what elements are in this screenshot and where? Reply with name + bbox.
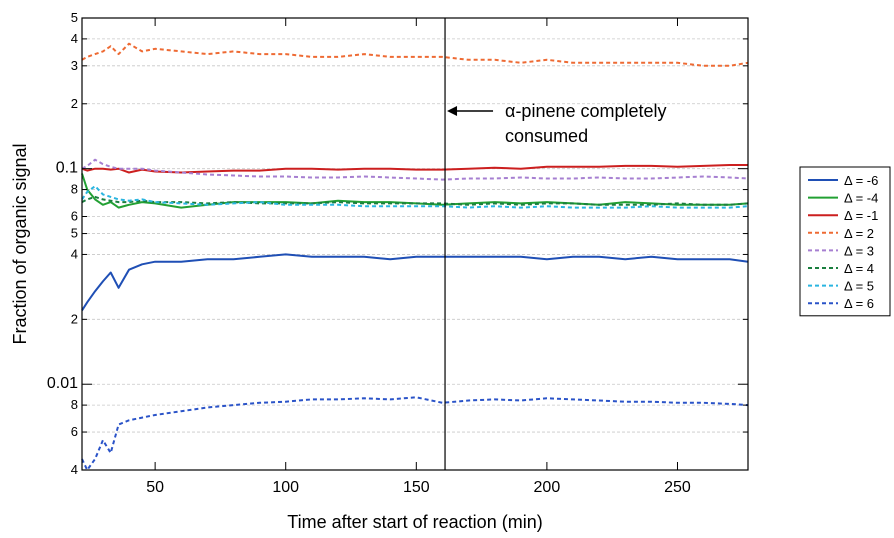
annotation-text-line-1: α-pinene completely: [505, 101, 666, 121]
x-tick-label: 100: [272, 479, 299, 496]
y-tick-label: 2: [71, 311, 78, 326]
legend-label: Δ = -6: [844, 173, 878, 188]
legend-label: Δ = -1: [844, 208, 878, 223]
y-tick-label: 8: [71, 397, 78, 412]
y-tick-label: 6: [71, 208, 78, 223]
series-line: [81, 42, 749, 67]
plot-frame: [81, 17, 749, 471]
legend-label: Δ = 3: [844, 243, 874, 258]
y-tick-label: 4: [71, 462, 78, 477]
y-tick-label: 3: [71, 58, 78, 73]
x-tick-label: 150: [403, 479, 430, 496]
arrow-head: [447, 106, 458, 116]
y-tick-label: 5: [71, 10, 78, 25]
y-tick-label: 4: [71, 31, 78, 46]
x-axis-title: Time after start of reaction (min): [287, 512, 542, 532]
y-tick-label: 4: [71, 246, 78, 261]
legend-label: Δ = 4: [844, 261, 874, 276]
legend-label: Δ = 5: [844, 279, 874, 294]
y-tick-label: 5: [71, 226, 78, 241]
y-tick-label: 0.01: [47, 375, 78, 392]
legend-label: Δ = 6: [844, 296, 874, 311]
series-line: [81, 396, 749, 471]
legend-label: Δ = -4: [844, 191, 878, 206]
x-tick-label: 250: [664, 479, 691, 496]
y-axis: 5 4 3 2 0.1 6 5 8 4 2 0.01 8 6 4: [47, 10, 748, 477]
legend-box: [799, 166, 891, 317]
legend: Δ = -6 Δ = -4 Δ = -1 Δ = 2 Δ = 3 Δ = 4 Δ = 5 Δ …: [799, 166, 891, 317]
y-tick-label: 8: [71, 182, 78, 197]
y-tick-label: 6: [71, 424, 78, 439]
x-tick-label: 50: [146, 479, 164, 496]
series-line: [81, 253, 749, 311]
legend-label: Δ = 2: [844, 226, 874, 241]
series-line: [81, 185, 749, 209]
series-line: [81, 195, 749, 206]
annotation-arrow: [447, 106, 494, 116]
plot-area: [81, 42, 749, 471]
series-line: [81, 158, 749, 181]
y-tick-label: 2: [71, 96, 78, 111]
x-tick-label: 200: [534, 479, 561, 496]
series-line: [81, 173, 749, 209]
annotation-text-line-2: consumed: [505, 126, 588, 146]
y-axis-title: Fraction of organic signal: [10, 143, 30, 344]
x-axis: 50 100 150 200 250: [146, 18, 691, 496]
y-tick-label: 0.1: [56, 160, 78, 177]
